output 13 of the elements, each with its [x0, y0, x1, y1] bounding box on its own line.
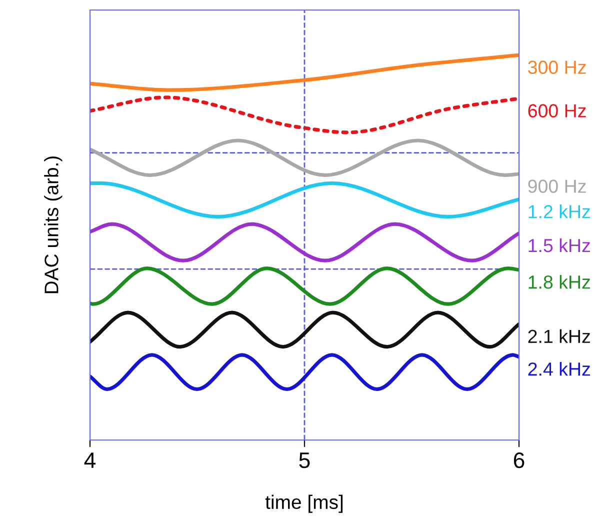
series-label: 2.4 kHz	[528, 362, 590, 376]
x-tick-label: 4	[84, 452, 96, 468]
x-axis-title: time [ms]	[265, 494, 343, 513]
series-label: 900 Hz	[528, 180, 586, 193]
y-axis-title: DAC units (arb.)	[44, 156, 62, 294]
series-label: 2.1 kHz	[528, 329, 590, 343]
series-label: 1.2 kHz	[528, 204, 590, 218]
x-tick-label: 5	[299, 452, 310, 468]
series-label: 300 Hz	[528, 60, 586, 74]
x-tick-label: 6	[514, 452, 524, 468]
series-label: 600 Hz	[528, 104, 586, 118]
series-label: 1.5 kHz	[528, 238, 590, 252]
series-label: 1.8 kHz	[528, 274, 590, 289]
